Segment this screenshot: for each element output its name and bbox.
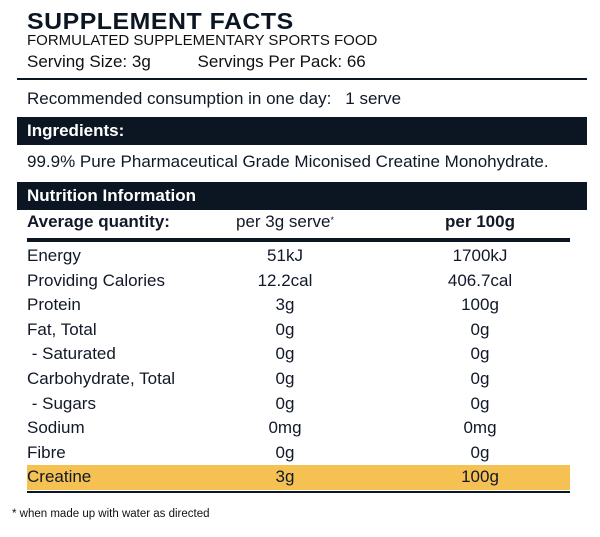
- table-row: Protein 3g 100g: [0, 293, 600, 318]
- recommended-label: Recommended consumption in one day:: [27, 89, 332, 108]
- table-row: - Sugars 0g 0g: [0, 392, 600, 417]
- table-row: Sodium 0mg 0mg: [0, 416, 600, 441]
- column-header-per-serve: per 3g serve*: [230, 210, 340, 234]
- row-label: - Saturated: [27, 344, 116, 364]
- row-value-per-serve: 3g: [275, 467, 295, 487]
- row-value-per-100g: 100g: [461, 295, 499, 315]
- divider: [17, 78, 587, 80]
- serving-info: Serving Size: 3g Servings Per Pack: 66: [27, 52, 408, 72]
- row-value-per-100g: 0g: [470, 442, 490, 462]
- row-value-per-100g: 100g: [461, 467, 499, 487]
- table-row: Carbohydrate, Total 0g 0g: [0, 367, 600, 392]
- row-value-per-100g: 0g: [470, 344, 490, 364]
- column-header-per-serve-text: per 3g serve: [235, 212, 331, 231]
- row-value-per-serve: 0g: [275, 319, 295, 339]
- row-label: - Sugars: [27, 393, 96, 413]
- table-row: Providing Calories 12.2cal 406.7cal: [0, 269, 600, 294]
- row-value-per-serve: 0g: [275, 442, 295, 462]
- recommended-consumption: Recommended consumption in one day: 1 ser…: [27, 89, 401, 109]
- table-row: Creatine 3g 100g: [27, 465, 570, 490]
- column-header-label: Average quantity:: [27, 212, 170, 231]
- servings-per-pack: Servings Per Pack: 66: [197, 52, 366, 71]
- recommended-value: 1 serve: [345, 89, 402, 108]
- panel-subtitle: FORMULATED SUPPLEMENTARY SPORTS FOOD: [27, 32, 378, 49]
- row-label: Carbohydrate, Total: [27, 369, 176, 388]
- row-value-per-serve: 3g: [275, 295, 295, 315]
- table-row: - Saturated 0g 0g: [0, 342, 600, 367]
- divider: [27, 491, 570, 493]
- panel-title: SUPPLEMENT FACTS: [27, 8, 294, 34]
- footnote-mark: *: [330, 215, 334, 225]
- table-row: Fibre 0g 0g: [0, 441, 600, 466]
- table-row: Energy 51kJ 1700kJ: [0, 244, 600, 269]
- row-label: Providing Calories: [27, 270, 165, 290]
- row-label: Fat, Total: [27, 319, 97, 339]
- nutrition-heading: Nutrition Information: [17, 182, 587, 210]
- ingredients-heading: Ingredients:: [17, 117, 587, 145]
- row-label: Sodium: [27, 418, 85, 438]
- row-value-per-100g: 1700kJ: [452, 246, 508, 265]
- ingredients-text: 99.9% Pure Pharmaceutical Grade Miconise…: [27, 152, 549, 171]
- row-label: Fibre: [27, 442, 66, 462]
- serving-size: Serving Size: 3g: [27, 52, 151, 71]
- row-value-per-serve: 0g: [275, 344, 295, 364]
- row-value-per-serve: 51kJ: [267, 246, 303, 265]
- row-value-per-serve: 0mg: [268, 418, 302, 438]
- row-value-per-100g: 406.7cal: [447, 270, 513, 290]
- row-label: Energy: [27, 246, 81, 265]
- row-label: Protein: [27, 295, 81, 315]
- footnote: * when made up with water as directed: [12, 508, 210, 520]
- row-value-per-100g: 0g: [470, 369, 490, 388]
- row-value-per-serve: 0g: [275, 393, 295, 413]
- row-value-per-serve: 12.2cal: [257, 270, 313, 290]
- row-value-per-serve: 0g: [275, 369, 295, 388]
- table-row: Fat, Total 0g 0g: [0, 318, 600, 343]
- row-value-per-100g: 0g: [470, 393, 490, 413]
- row-value-per-100g: 0mg: [463, 418, 497, 438]
- row-label: Creatine: [27, 467, 92, 487]
- column-header-per-100g: per 100g: [445, 212, 515, 231]
- row-value-per-100g: 0g: [470, 319, 490, 339]
- divider: [27, 238, 570, 242]
